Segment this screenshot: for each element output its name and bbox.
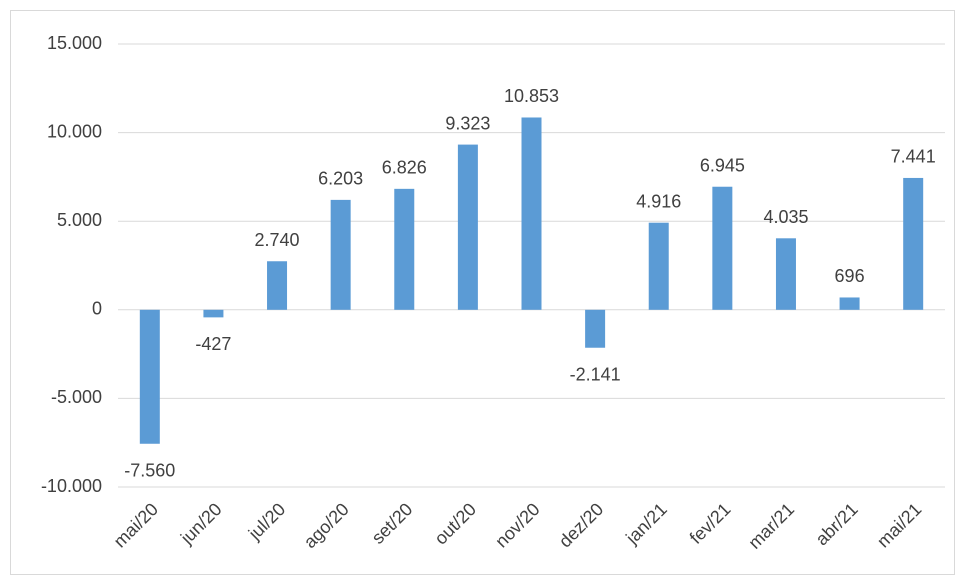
- y-tick-label: -5.000: [51, 387, 102, 407]
- y-tick-label: 10.000: [47, 121, 102, 141]
- value-label: 9.323: [445, 113, 490, 133]
- y-tick-label: 5.000: [57, 210, 102, 230]
- y-tick-label: -10.000: [41, 476, 102, 496]
- value-label: 6.945: [700, 155, 745, 175]
- value-label: 4.916: [636, 191, 681, 211]
- value-label: 4.035: [763, 207, 808, 227]
- y-tick-label: 0: [92, 299, 102, 319]
- value-label: 10.853: [504, 86, 559, 106]
- value-label: 696: [835, 266, 865, 286]
- bar: [267, 261, 288, 310]
- bar: [203, 309, 224, 318]
- bar: [394, 188, 415, 310]
- bar: [839, 297, 860, 310]
- bar: [521, 117, 542, 310]
- bar: [903, 177, 924, 310]
- bar: [648, 222, 669, 310]
- y-tick-label: 15.000: [47, 33, 102, 53]
- bar: [712, 186, 733, 310]
- value-label: 7.441: [891, 147, 936, 167]
- bar: [585, 309, 606, 348]
- value-label: 6.826: [382, 158, 427, 178]
- bar: [330, 199, 351, 310]
- value-label: 6.203: [318, 169, 363, 189]
- bar: [457, 144, 478, 310]
- chart-frame: [10, 10, 955, 575]
- value-label: 2.740: [255, 230, 300, 250]
- value-label: -2.141: [570, 364, 621, 384]
- value-label: -7.560: [124, 461, 175, 481]
- bar: [139, 309, 160, 444]
- bar: [775, 238, 796, 310]
- value-label: -427: [195, 334, 231, 354]
